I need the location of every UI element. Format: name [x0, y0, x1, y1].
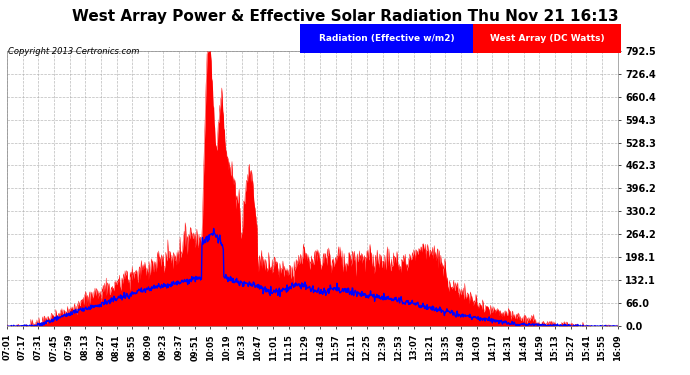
Text: Copyright 2013 Certronics.com: Copyright 2013 Certronics.com	[8, 47, 139, 56]
Bar	[473, 24, 621, 53]
Bar	[300, 24, 473, 53]
Text: West Array Power & Effective Solar Radiation Thu Nov 21 16:13: West Array Power & Effective Solar Radia…	[72, 9, 618, 24]
Text: West Array (DC Watts): West Array (DC Watts)	[489, 34, 604, 43]
Text: Radiation (Effective w/m2): Radiation (Effective w/m2)	[319, 34, 454, 43]
